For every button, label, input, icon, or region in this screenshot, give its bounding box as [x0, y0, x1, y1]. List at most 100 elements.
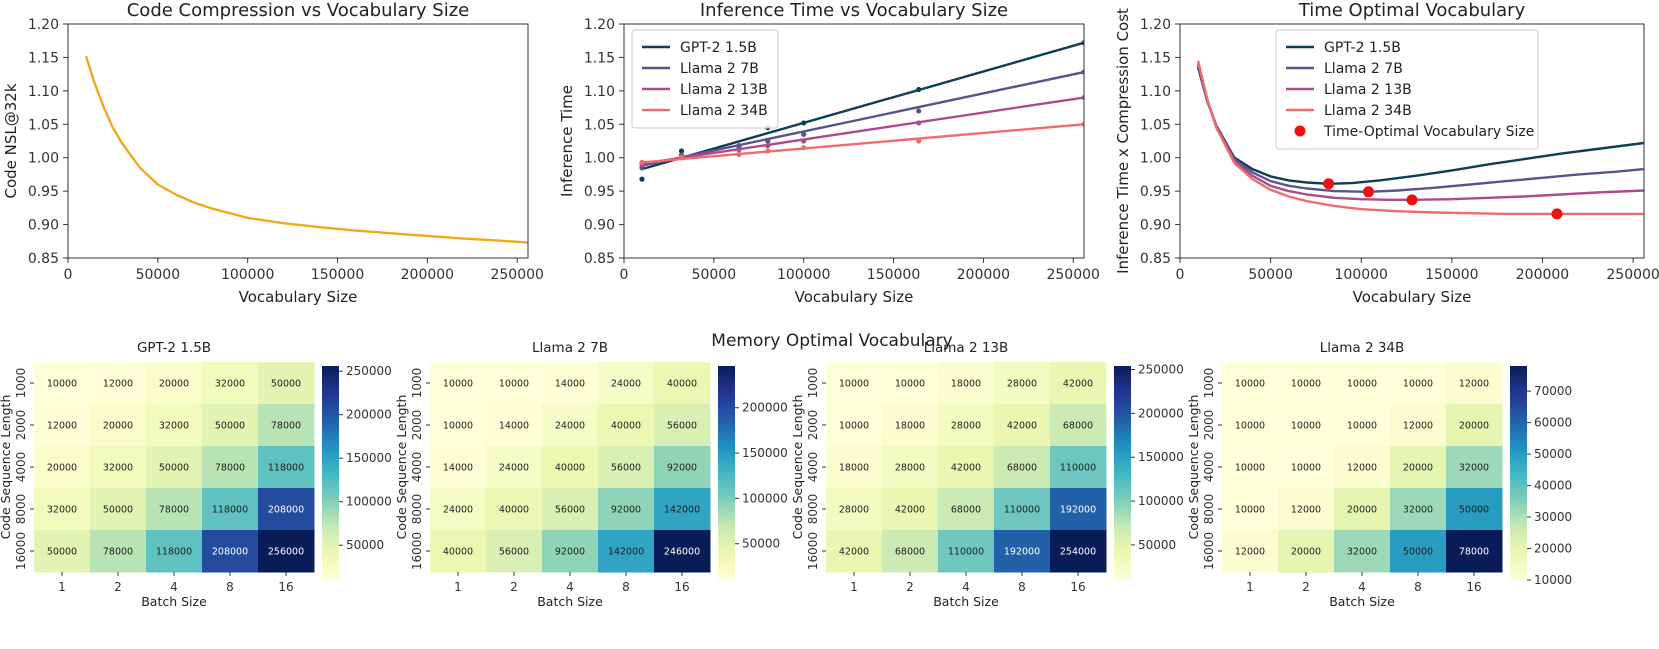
heatmap-cell-value: 92000: [555, 547, 585, 558]
colorbar-tick-label: 100000: [742, 491, 788, 505]
x-tick-label: 4: [1358, 580, 1366, 594]
heatmap-cell-value: 208000: [212, 547, 248, 558]
x-axis-label: Batch Size: [537, 594, 603, 609]
heatmap-cell: [826, 362, 883, 405]
y-tick-label: 1.15: [1140, 50, 1171, 66]
x-tick-label: 50000: [136, 267, 181, 283]
series-point-llama-2-34b: [765, 148, 771, 154]
colorbar-tick-label: 40000: [1534, 479, 1572, 493]
heatmap-cell: [882, 404, 939, 447]
x-axis-label: Vocabulary Size: [239, 288, 358, 306]
heatmap-cell-value: 32000: [1347, 547, 1377, 558]
heatmap-cell: [1334, 446, 1391, 489]
x-tick-label: 100000: [1335, 267, 1388, 283]
series-point-llama-2-34b: [801, 145, 807, 151]
series-point-gpt-2-1-5b: [639, 176, 645, 182]
heatmap-cell: [90, 446, 147, 489]
x-tick-label: 8: [226, 580, 234, 594]
series-point-llama-2-7b: [1081, 69, 1084, 75]
series-point-gpt-2-1-5b: [678, 148, 685, 154]
heatmap-section-title: Memory Optimal Vocabulary: [711, 331, 952, 351]
y-tick-label: 1.00: [584, 151, 615, 167]
series-point-gpt-2-1-5b: [916, 86, 922, 93]
heatmap-cell: [882, 362, 939, 405]
heatmap-cell: [1446, 446, 1503, 489]
x-tick-label: 250000: [490, 267, 543, 283]
heatmap-cell-value: 68000: [951, 505, 981, 516]
x-tick-label: 100000: [221, 267, 274, 283]
heatmap-cell: [882, 488, 939, 531]
heatmap-cell-value: 12000: [1403, 421, 1433, 432]
y-tick-label: 0.85: [28, 251, 59, 267]
plot-area: [84, 55, 528, 244]
heatmap-cell-value: 10000: [1347, 379, 1377, 390]
colorbar-tick-label: 50000: [1138, 538, 1176, 552]
heatmap-cell-value: 10000: [1291, 379, 1321, 390]
y-tick-label: 4000: [410, 452, 424, 483]
heatmap-cell: [258, 446, 315, 489]
y-tick-label: 1.20: [1140, 17, 1171, 33]
heatmap-cell: [542, 488, 599, 531]
legend-marker: [1294, 125, 1306, 137]
x-tick-label: 200000: [1516, 267, 1569, 283]
heatmap-cell: [654, 488, 711, 531]
heatmap-cell-value: 110000: [948, 547, 984, 558]
y-tick-label: 1.15: [584, 50, 615, 66]
heatmap-cell: [994, 530, 1051, 573]
y-tick-label: 0.90: [584, 218, 615, 234]
heatmap-cell: [938, 404, 995, 447]
series-point-gpt-2-1-5b: [801, 120, 807, 126]
series-line-llama-2-34b: [641, 123, 1084, 164]
legend: GPT-2 1.5B Llama 2 7B Llama 2 13B Llama 2 3…: [631, 29, 779, 129]
y-tick-label: 0.85: [584, 251, 615, 267]
heatmap-cell-value: 12000: [1291, 505, 1321, 516]
series-point-llama-2-7b: [916, 108, 922, 114]
heatmap-cell-value: 42000: [1007, 421, 1037, 432]
x-tick-label: 8: [1018, 580, 1026, 594]
heatmap-cell-value: 40000: [499, 505, 529, 516]
series-point-llama-2-34b: [1081, 121, 1084, 127]
y-tick-label: 1.20: [28, 17, 59, 33]
colorbar-tick-label: 30000: [1534, 510, 1572, 524]
heatmap-cell-value: 50000: [1459, 505, 1489, 516]
colorbar: [322, 366, 339, 580]
series-point-llama-2-34b: [736, 151, 742, 157]
x-tick-label: 2: [114, 580, 122, 594]
heatmap-cell-value: 32000: [159, 421, 189, 432]
y-tick-label: 1000: [14, 368, 28, 399]
heatmap-cell: [34, 446, 91, 489]
x-tick-label: 250000: [1606, 267, 1659, 283]
heatmap-cell: [430, 404, 487, 447]
heatmap-cell-value: 10000: [1235, 463, 1265, 474]
heatmap-cell-value: 10000: [1291, 421, 1321, 432]
y-tick-label: 1.10: [28, 84, 59, 100]
heatmap-cell: [90, 404, 147, 447]
y-tick-label: 0.90: [28, 218, 59, 234]
heatmap-cell-value: 32000: [1459, 463, 1489, 474]
y-axis-label: Code NSL@32k: [2, 83, 20, 198]
heatmap-cell: [1390, 446, 1447, 489]
series-point-llama-2-7b: [765, 138, 771, 144]
heatmap-cell: [994, 404, 1051, 447]
y-tick-label: 2000: [14, 410, 28, 441]
colorbar-tick-label: 70000: [1534, 384, 1572, 398]
heatmap-cell: [938, 446, 995, 489]
series-point-llama-2-7b: [801, 131, 807, 137]
colorbar-tick-label: 150000: [346, 451, 392, 465]
x-tick-label: 0: [1176, 267, 1185, 283]
heatmap-cell: [1446, 530, 1503, 573]
series-line-llama-2-7b: [641, 70, 1084, 167]
x-tick-label: 16: [1070, 580, 1085, 594]
heatmap-cell: [202, 488, 259, 531]
legend-label: Llama 2 13B: [680, 82, 768, 98]
x-tick-label: 150000: [1425, 267, 1478, 283]
heatmap-cell: [486, 404, 543, 447]
y-tick-label: 0.90: [1140, 218, 1171, 234]
heatmap-cell-value: 10000: [839, 421, 869, 432]
heatmap-cell: [146, 404, 203, 447]
y-tick-label: 8000: [14, 494, 28, 525]
y-tick-label: 16000: [14, 532, 28, 570]
x-tick-label: 250000: [1046, 267, 1099, 283]
